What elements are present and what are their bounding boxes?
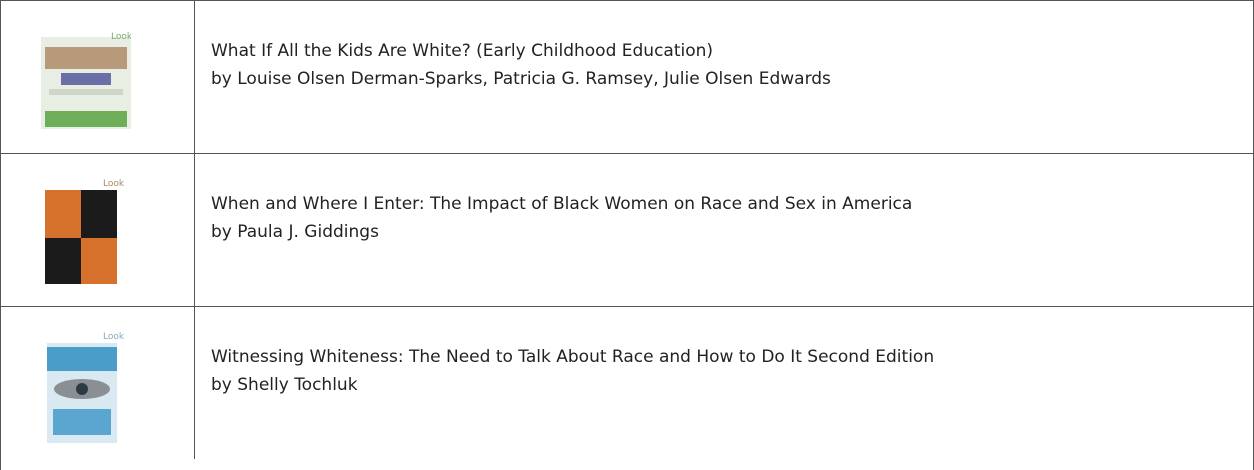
book-row: Look When and Where I Enter: The Impact … xyxy=(1,153,1253,306)
book-cover: Look xyxy=(41,29,131,129)
svg-text:Look: Look xyxy=(111,32,131,42)
book-cover: Look xyxy=(41,331,131,451)
book-table: Look What If All the Kids Are White? (Ea… xyxy=(0,0,1254,470)
book-title[interactable]: Witnessing Whiteness: The Need to Talk A… xyxy=(211,343,934,371)
svg-text:Look: Look xyxy=(103,179,125,189)
book-title[interactable]: What If All the Kids Are White? (Early C… xyxy=(211,37,831,65)
svg-text:Look: Look xyxy=(103,332,125,342)
book-author: by Paula J. Giddings xyxy=(211,218,912,246)
column-divider xyxy=(194,154,195,306)
page: Look What If All the Kids Are White? (Ea… xyxy=(0,0,1254,458)
column-divider xyxy=(194,1,195,153)
book-title[interactable]: When and Where I Enter: The Impact of Bl… xyxy=(211,190,912,218)
book-info: When and Where I Enter: The Impact of Bl… xyxy=(211,190,912,246)
book-cover: Look xyxy=(41,178,131,288)
column-divider xyxy=(194,307,195,459)
book-author: by Louise Olsen Derman-Sparks, Patricia … xyxy=(211,65,831,93)
book-author: by Shelly Tochluk xyxy=(211,371,934,399)
book-info: What If All the Kids Are White? (Early C… xyxy=(211,37,831,93)
book-row: Look What If All the Kids Are White? (Ea… xyxy=(1,0,1253,153)
book-info: Witnessing Whiteness: The Need to Talk A… xyxy=(211,343,934,399)
book-row: Look Witnessing Whiteness: The Need to T… xyxy=(1,306,1253,459)
